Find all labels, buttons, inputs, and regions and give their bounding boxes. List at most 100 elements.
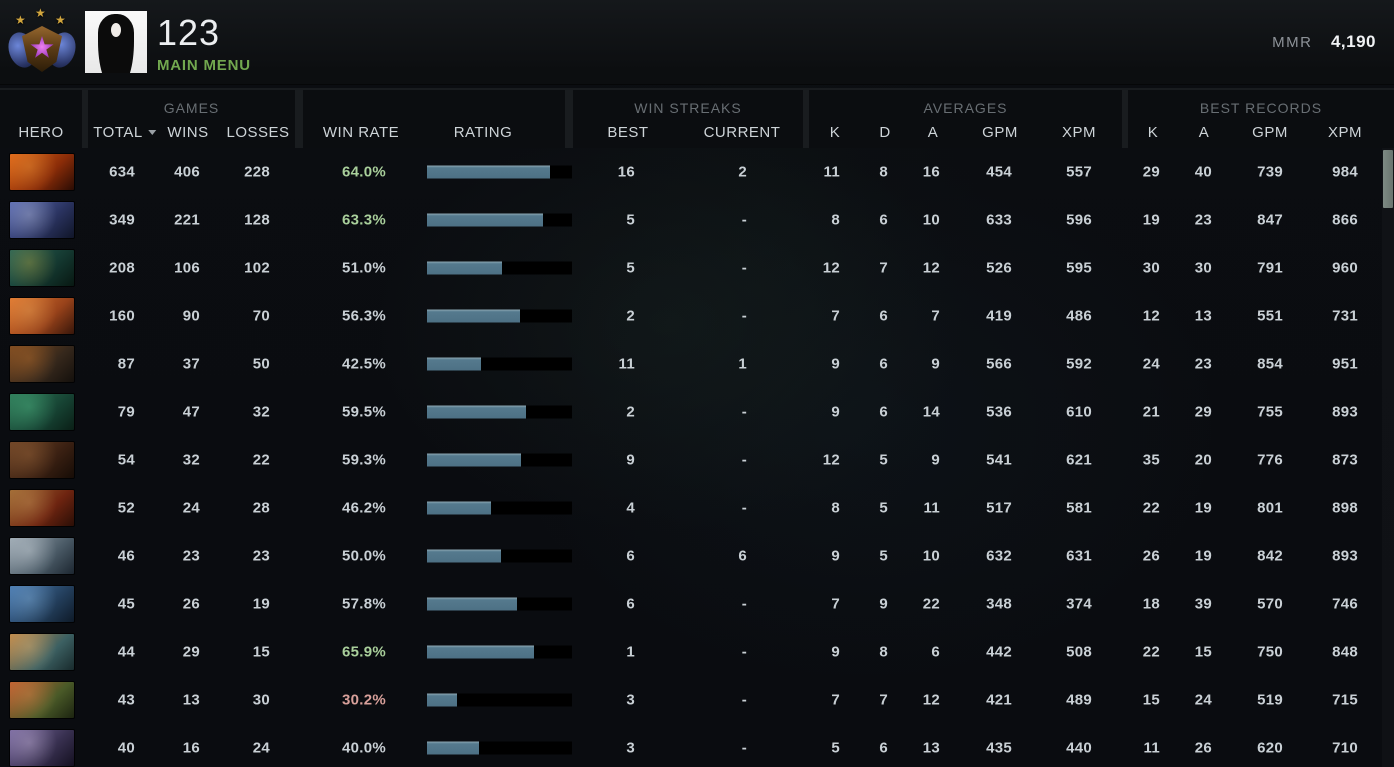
wins-cell: 24 xyxy=(182,499,200,517)
best-gpm-cell: 801 xyxy=(1257,499,1283,517)
col-header-best-gpm[interactable]: GPM xyxy=(1252,124,1288,141)
best-xpm-cell: 893 xyxy=(1332,403,1358,421)
col-header-rating[interactable]: RATING xyxy=(453,124,513,141)
streaks-header-panel: WIN STREAKS BEST CURRENT xyxy=(573,90,803,148)
avg-kills-cell: 9 xyxy=(831,547,840,565)
avg-gpm-cell: 541 xyxy=(986,451,1012,469)
rank-star-icon: ★ xyxy=(35,6,46,20)
hero-portrait-icon[interactable] xyxy=(10,250,74,286)
avg-deaths-cell: 7 xyxy=(879,691,888,709)
hero-row[interactable]: 44 29 15 65.9% 1 - 9 8 6 442 508 22 15 7… xyxy=(0,628,1394,676)
hero-row[interactable]: 54 32 22 59.3% 9 - 12 5 9 541 621 35 20 … xyxy=(0,436,1394,484)
best-kills-cell: 24 xyxy=(1142,355,1160,373)
wins-cell: 26 xyxy=(182,595,200,613)
col-header-best[interactable]: BEST xyxy=(607,124,649,141)
avg-kills-cell: 5 xyxy=(831,739,840,757)
best-assists-cell: 30 xyxy=(1194,259,1212,277)
hero-row[interactable]: 46 23 23 50.0% 6 6 9 5 10 632 631 26 19 … xyxy=(0,532,1394,580)
avg-deaths-cell: 6 xyxy=(879,403,888,421)
avatar[interactable] xyxy=(85,11,147,73)
hero-row[interactable]: 634 406 228 64.0% 16 2 11 8 16 454 557 2… xyxy=(0,148,1394,196)
best-xpm-cell: 746 xyxy=(1332,595,1358,613)
losses-cell: 28 xyxy=(252,499,270,517)
hero-row[interactable]: 40 16 24 40.0% 3 - 5 6 13 435 440 11 26 … xyxy=(0,724,1394,767)
avg-kills-cell: 7 xyxy=(831,691,840,709)
best-streak-cell: 4 xyxy=(626,499,635,517)
hero-row[interactable]: 52 24 28 46.2% 4 - 8 5 11 517 581 22 19 … xyxy=(0,484,1394,532)
rating-bar-fill xyxy=(427,165,551,179)
averages-header-panel: AVERAGES K D A GPM XPM xyxy=(809,90,1122,148)
rating-bar-track xyxy=(427,549,572,563)
avg-gpm-cell: 536 xyxy=(986,403,1012,421)
hero-row[interactable]: 208 106 102 51.0% 5 - 12 7 12 526 595 30… xyxy=(0,244,1394,292)
col-header-total[interactable]: TOTAL xyxy=(93,124,157,141)
hero-portrait-icon[interactable] xyxy=(10,538,74,574)
losses-cell: 24 xyxy=(252,739,270,757)
scrollbar[interactable] xyxy=(1382,148,1394,767)
col-header-losses[interactable]: LOSSES xyxy=(226,124,290,141)
losses-cell: 50 xyxy=(252,355,270,373)
col-header-best-k[interactable]: K xyxy=(1147,124,1159,141)
hero-portrait-icon[interactable] xyxy=(10,490,74,526)
hero-row[interactable]: 160 90 70 56.3% 2 - 7 6 7 419 486 12 13 … xyxy=(0,292,1394,340)
main-menu-link[interactable]: MAIN MENU xyxy=(157,57,251,74)
hero-portrait-icon[interactable] xyxy=(10,682,74,718)
col-header-current[interactable]: CURRENT xyxy=(703,124,781,141)
wins-cell: 106 xyxy=(174,259,200,277)
hero-row[interactable]: 45 26 19 57.8% 6 - 7 9 22 348 374 18 39 … xyxy=(0,580,1394,628)
avg-xpm-cell: 581 xyxy=(1066,499,1092,517)
avg-xpm-cell: 508 xyxy=(1066,643,1092,661)
col-header-avg-k[interactable]: K xyxy=(829,124,841,141)
col-header-avg-a[interactable]: A xyxy=(927,124,939,141)
best-streak-cell: 9 xyxy=(626,451,635,469)
losses-cell: 15 xyxy=(252,643,270,661)
col-header-best-xpm[interactable]: XPM xyxy=(1327,124,1363,141)
mmr-label: MMR xyxy=(1272,34,1313,51)
hero-portrait-icon[interactable] xyxy=(10,298,74,334)
losses-cell: 23 xyxy=(252,547,270,565)
win-rate-value: 51.0% xyxy=(341,259,386,277)
hero-portrait-icon[interactable] xyxy=(10,442,74,478)
total-games-cell: 54 xyxy=(117,451,135,469)
col-header-best-a[interactable]: A xyxy=(1198,124,1210,141)
win-rate-value: 59.5% xyxy=(341,403,386,421)
hero-portrait-icon[interactable] xyxy=(10,346,74,382)
avg-xpm-cell: 621 xyxy=(1066,451,1092,469)
mmr-block: MMR 4,190 xyxy=(1272,32,1376,52)
col-header-avg-gpm[interactable]: GPM xyxy=(982,124,1018,141)
col-header-avg-xpm[interactable]: XPM xyxy=(1061,124,1097,141)
avg-assists-cell: 12 xyxy=(922,259,940,277)
hero-row[interactable]: 43 13 30 30.2% 3 - 7 7 12 421 489 15 24 … xyxy=(0,676,1394,724)
avg-xpm-cell: 489 xyxy=(1066,691,1092,709)
avg-deaths-cell: 9 xyxy=(879,595,888,613)
best-gpm-cell: 750 xyxy=(1257,643,1283,661)
hero-portrait-icon[interactable] xyxy=(10,586,74,622)
losses-cell: 128 xyxy=(244,211,270,229)
hero-portrait-icon[interactable] xyxy=(10,634,74,670)
hero-row[interactable]: 349 221 128 63.3% 5 - 8 6 10 633 596 19 … xyxy=(0,196,1394,244)
avg-kills-cell: 12 xyxy=(822,259,840,277)
current-streak-cell: - xyxy=(741,643,747,661)
total-games-cell: 634 xyxy=(109,163,135,181)
avg-deaths-cell: 6 xyxy=(879,307,888,325)
scrollbar-thumb[interactable] xyxy=(1383,150,1393,208)
avg-assists-cell: 13 xyxy=(922,739,940,757)
col-header-wins[interactable]: WINS xyxy=(167,124,209,141)
hero-portrait-icon[interactable] xyxy=(10,730,74,766)
col-header-hero[interactable]: HERO xyxy=(18,124,64,141)
current-streak-cell: - xyxy=(741,403,747,421)
hero-row[interactable]: 79 47 32 59.5% 2 - 9 6 14 536 610 21 29 … xyxy=(0,388,1394,436)
col-header-win-rate[interactable]: WIN RATE xyxy=(322,124,400,141)
sort-caret-icon xyxy=(148,130,157,135)
hero-portrait-icon[interactable] xyxy=(10,394,74,430)
col-header-avg-d[interactable]: D xyxy=(879,124,891,141)
best-kills-cell: 18 xyxy=(1142,595,1160,613)
wins-cell: 13 xyxy=(182,691,200,709)
hero-portrait-icon[interactable] xyxy=(10,202,74,238)
best-kills-cell: 29 xyxy=(1142,163,1160,181)
best-streak-cell: 5 xyxy=(626,259,635,277)
best-gpm-cell: 755 xyxy=(1257,403,1283,421)
hero-portrait-icon[interactable] xyxy=(10,154,74,190)
hero-row[interactable]: 87 37 50 42.5% 11 1 9 6 9 566 592 24 23 … xyxy=(0,340,1394,388)
best-kills-cell: 15 xyxy=(1142,691,1160,709)
